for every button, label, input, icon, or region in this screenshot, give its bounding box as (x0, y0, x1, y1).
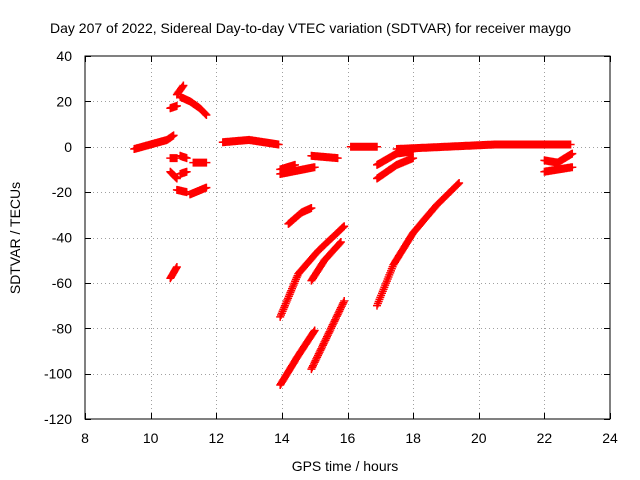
grid (85, 56, 610, 419)
data-point-markers (166, 167, 181, 183)
series-arc-22 (346, 142, 381, 151)
x-tick-label: 14 (274, 430, 290, 446)
series-arc-26 (373, 179, 464, 310)
data-point-markers (373, 154, 418, 183)
y-tick-label: 40 (56, 48, 72, 64)
data-point-markers (172, 185, 191, 197)
plot-frame (84, 55, 611, 420)
data-point-markers (540, 163, 577, 176)
series-arc-27 (540, 149, 577, 167)
series-arc-07 (189, 158, 211, 167)
tick-labels: 8 10 12 14 16 18 20 22 24 -120 -100 -80 -60 -40 -20 0 20… (44, 48, 618, 446)
x-tick-label: 24 (602, 430, 618, 446)
y-tick-label: -100 (44, 366, 72, 382)
x-tick-label: 22 (537, 430, 553, 446)
series-arc-06 (176, 151, 191, 163)
data-point-markers (166, 101, 181, 113)
data-point-markers (276, 160, 299, 174)
series-arc-24 (373, 154, 418, 183)
data-point-markers (218, 135, 283, 149)
data-point-markers (166, 263, 181, 283)
series-arc-16 (307, 151, 342, 163)
data-point-markers (166, 154, 181, 163)
series-arc-13 (218, 135, 283, 149)
series-arc-08 (166, 167, 181, 183)
data-point-markers (176, 151, 191, 163)
series-arc-10 (172, 185, 191, 197)
data-point-markers (373, 179, 464, 310)
series-arc-01 (130, 131, 178, 153)
series-arc-12 (166, 263, 181, 283)
series-arc-21 (307, 297, 349, 374)
series-arc-02 (166, 101, 181, 113)
y-tick-label: 20 (56, 93, 72, 109)
data-point-markers (307, 151, 342, 163)
x-tick-label: 16 (340, 430, 356, 446)
data-point-markers (172, 81, 188, 99)
data-point-markers (276, 222, 349, 321)
series-arc-28 (540, 163, 577, 176)
series-arc-14 (276, 160, 299, 174)
data-point-markers (189, 158, 211, 167)
y-tick-label: -60 (52, 275, 72, 291)
data-point-markers (307, 238, 345, 285)
data-point-markers (176, 167, 191, 178)
y-axis-label: SDTVAR / TECUs (7, 182, 23, 294)
x-tick-label: 10 (143, 430, 159, 446)
x-tick-label: 8 (81, 430, 89, 446)
series-arc-04 (176, 92, 211, 119)
series-arc-18 (276, 222, 349, 321)
series-arc-09 (176, 167, 191, 178)
series-arc-15 (276, 163, 319, 178)
data-point-markers (307, 297, 349, 374)
data-point-markers (392, 140, 575, 153)
y-tick-label: -80 (52, 320, 72, 336)
series-arc-25 (392, 140, 575, 153)
data-point-markers (540, 149, 577, 167)
series-arc-17 (284, 204, 316, 228)
x-tick-label: 20 (471, 430, 487, 446)
data-point-markers (130, 131, 178, 153)
data-point-markers (276, 326, 319, 389)
series-arc-19 (307, 238, 345, 285)
y-tick-label: -20 (52, 184, 72, 200)
data-point-markers (346, 142, 381, 151)
data-point-markers (276, 163, 319, 178)
y-tick-label: 0 (64, 139, 72, 155)
x-tick-label: 12 (208, 430, 224, 446)
data-points (130, 81, 577, 389)
series-arc-03 (172, 81, 188, 99)
data-point-markers (284, 204, 316, 228)
x-tick-label: 18 (405, 430, 421, 446)
y-tick-label: -40 (52, 230, 72, 246)
series-arc-11 (186, 183, 211, 199)
data-point-markers (176, 92, 211, 119)
series-arc-05 (166, 154, 181, 163)
chart-title: Day 207 of 2022, Sidereal Day-to-day VTE… (50, 20, 571, 36)
series-arc-20 (276, 326, 319, 389)
x-axis-label: GPS time / hours (292, 458, 399, 474)
y-tick-label: -120 (44, 411, 72, 427)
data-point-markers (186, 183, 211, 199)
